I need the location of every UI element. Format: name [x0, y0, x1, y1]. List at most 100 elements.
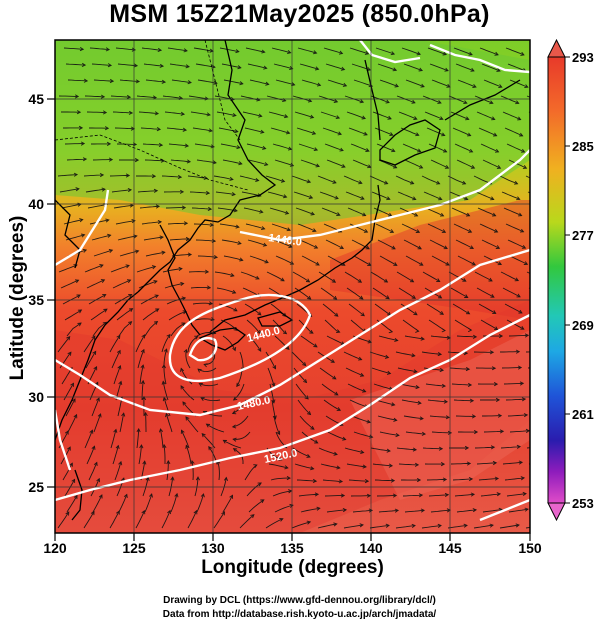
streamline: [426, 127, 445, 136]
streamline: [319, 191, 339, 200]
streamline-arrowhead: [179, 189, 185, 194]
streamline: [448, 95, 467, 104]
streamline: [379, 79, 399, 87]
streamline-arrowhead: [232, 112, 237, 118]
streamline: [508, 508, 529, 513]
streamline-arrowhead: [467, 327, 473, 333]
streamline-arrowhead: [106, 141, 112, 146]
streamline-arrowhead: [70, 382, 74, 387]
streamline: [527, 367, 530, 369]
streamline-arrowhead: [445, 261, 450, 266]
streamline-arrowhead: [442, 477, 448, 482]
streamline: [248, 499, 265, 513]
streamline: [166, 127, 187, 131]
streamline-arrowhead: [100, 94, 106, 99]
streamline-arrowhead: [166, 333, 171, 339]
streamline: [142, 308, 159, 321]
streamline: [451, 383, 472, 386]
streamline-arrowhead: [316, 82, 322, 87]
streamline: [449, 191, 468, 200]
streamline: [401, 223, 420, 233]
streamline: [345, 367, 364, 377]
streamline-arrowhead: [412, 447, 418, 452]
streamline-arrowhead: [306, 454, 311, 458]
streamline-arrowhead: [154, 111, 160, 116]
streamline: [298, 319, 314, 334]
streamline-arrowhead: [280, 178, 286, 183]
streamline: [431, 79, 451, 88]
streamline-arrowhead: [271, 382, 276, 388]
streamline-arrowhead: [260, 499, 265, 504]
streamline-arrowhead: [306, 520, 312, 525]
contour-label: 1440.0: [268, 232, 303, 249]
streamline: [506, 319, 525, 330]
streamline: [481, 63, 501, 72]
streamline-arrowhead: [159, 235, 164, 240]
streamline: [270, 477, 290, 481]
streamline: [421, 175, 440, 185]
streamline-arrowhead: [76, 294, 81, 299]
streamline: [63, 219, 83, 225]
streamline: [474, 271, 493, 282]
streamline-arrowhead: [77, 309, 83, 314]
streamline: [187, 510, 198, 529]
warm-region-south: [55, 300, 530, 533]
streamline: [57, 511, 70, 529]
streamline-arrowhead: [496, 68, 501, 72]
streamline-arrowhead: [411, 294, 416, 299]
streamline-arrowhead: [180, 111, 186, 116]
streamline-arrowhead: [128, 308, 134, 313]
streamline-arrowhead: [255, 275, 260, 280]
streamline-arrowhead: [515, 523, 520, 528]
streamline-arrowhead: [205, 423, 211, 428]
streamline-arrowhead: [186, 159, 192, 164]
streamline-arrowhead: [314, 439, 319, 444]
streamline-arrowhead: [358, 356, 363, 361]
streamline: [197, 79, 217, 84]
streamline: [57, 174, 78, 177]
streamline: [165, 413, 173, 433]
streamline-arrowhead: [151, 174, 157, 179]
streamline: [89, 219, 109, 225]
streamline: [84, 95, 105, 98]
streamline: [379, 431, 399, 436]
streamline: [348, 303, 365, 317]
streamline: [270, 127, 290, 134]
streamline: [222, 335, 236, 351]
streamline-arrowhead: [521, 397, 527, 402]
streamline: [352, 509, 373, 513]
streamline-arrowhead: [194, 335, 199, 340]
streamline-arrowhead: [125, 264, 130, 269]
streamline-arrowhead: [305, 278, 311, 283]
streamline-arrowhead: [472, 508, 478, 513]
streamline: [325, 239, 344, 249]
streamline: [246, 319, 261, 334]
streamline: [136, 266, 156, 273]
streamline-arrowhead: [416, 51, 421, 56]
streamline-arrowhead: [393, 417, 398, 422]
streamline: [502, 461, 523, 465]
streamline-arrowhead: [437, 523, 442, 528]
streamline-arrowhead: [363, 229, 369, 233]
streamline-arrowhead: [140, 348, 145, 354]
streamline-arrowhead: [71, 398, 76, 403]
streamline-arrowhead: [359, 99, 365, 104]
streamline: [455, 239, 474, 249]
streamline-arrowhead: [231, 192, 236, 197]
streamline: [171, 79, 192, 84]
streamline: [320, 287, 337, 300]
streamline: [430, 509, 451, 513]
streamline: [500, 95, 519, 104]
streamline-arrowhead: [313, 343, 318, 348]
streamline-arrowhead: [495, 397, 501, 402]
streamline-arrowhead: [123, 493, 128, 498]
streamline: [216, 287, 236, 294]
streamline-arrowhead: [443, 148, 448, 153]
streamline: [84, 430, 93, 449]
streamline-arrowhead: [190, 459, 195, 465]
streamline-arrowhead: [340, 493, 346, 498]
streamline-arrowhead: [167, 509, 171, 515]
streamline: [525, 526, 530, 529]
streamline: [140, 294, 159, 305]
streamline: [348, 127, 368, 136]
